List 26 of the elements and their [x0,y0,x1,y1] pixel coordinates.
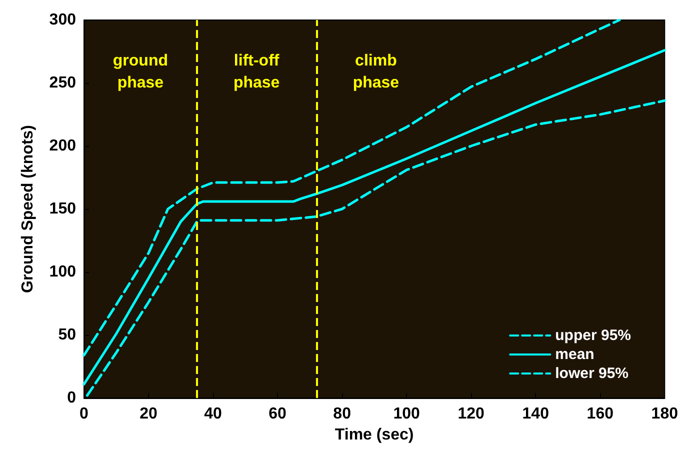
y-tick-label: 300 [49,12,76,28]
x-tick-label: 160 [586,406,614,422]
y-axis-title: Ground Speed (knots) [20,125,36,293]
x-tick-label: 100 [393,406,420,422]
line-series [82,48,666,386]
annotation: lift-off phase [233,52,280,92]
y-tick-label: 200 [49,138,76,154]
x-tick-label: 0 [80,406,89,422]
legend-label: mean [555,346,594,363]
x-tick-label: 40 [204,406,222,422]
legend-label: lower 95% [555,365,629,382]
x-axis-title: Time (sec) [334,426,414,444]
x-tick-label: 60 [268,406,287,422]
x-tick-label: 20 [140,406,158,422]
y-tick-label: 100 [49,264,76,280]
annotation: climb phase [352,52,400,92]
x-tick-label: 80 [333,406,352,422]
y-tick-label: 150 [49,200,76,218]
y-tick-label: 0 [67,390,76,406]
x-tick-label: 140 [522,406,550,422]
legend-label: upper 95% [555,327,631,344]
annotation: ground phase [112,52,168,92]
x-tick-label: 180 [651,406,678,422]
x-tick-label: 120 [458,406,485,422]
y-tick-label: 50 [58,326,76,344]
y-tick-label: 250 [49,74,76,92]
